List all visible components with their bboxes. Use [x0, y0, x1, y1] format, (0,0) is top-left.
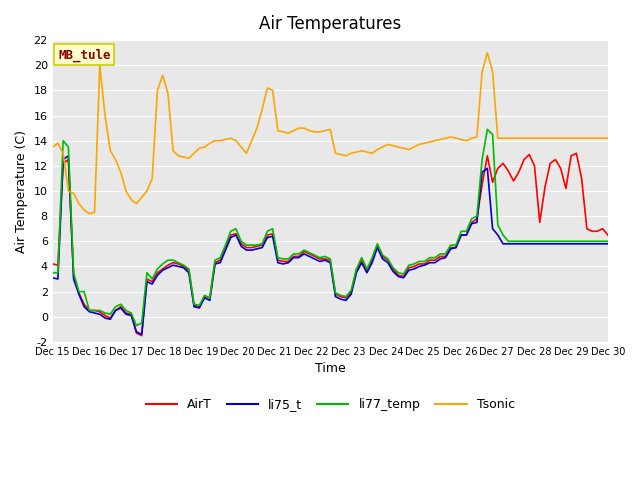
- AirT: [49, 261, 56, 267]
- Tsonic: [49, 144, 56, 150]
- AirT: [604, 232, 612, 238]
- Line: Tsonic: Tsonic: [52, 53, 608, 214]
- Line: li75_t: li75_t: [52, 156, 608, 335]
- AirT: [221, 245, 229, 251]
- AirT: [138, 333, 145, 338]
- Tsonic: [86, 211, 93, 216]
- li75_t: [478, 169, 486, 175]
- li75_t: [578, 241, 586, 247]
- AirT: [573, 150, 580, 156]
- Tsonic: [504, 135, 512, 141]
- Tsonic: [473, 134, 481, 140]
- li75_t: [452, 245, 460, 251]
- li75_t: [604, 241, 612, 247]
- li77_temp: [604, 239, 612, 244]
- li77_temp: [473, 213, 481, 219]
- li75_t: [504, 241, 512, 247]
- li77_temp: [552, 239, 559, 244]
- Tsonic: [578, 135, 586, 141]
- AirT: [499, 160, 507, 166]
- li77_temp: [49, 270, 56, 276]
- Legend: AirT, li75_t, li77_temp, Tsonic: AirT, li75_t, li77_temp, Tsonic: [141, 394, 520, 417]
- Line: AirT: AirT: [52, 153, 608, 336]
- li75_t: [552, 241, 559, 247]
- li77_temp: [221, 242, 229, 248]
- AirT: [547, 160, 554, 166]
- li75_t: [227, 235, 235, 240]
- Tsonic: [604, 135, 612, 141]
- Tsonic: [483, 50, 491, 56]
- Tsonic: [447, 134, 454, 140]
- Title: Air Temperatures: Air Temperatures: [259, 15, 401, 33]
- Text: MB_tule: MB_tule: [58, 48, 111, 61]
- Tsonic: [221, 137, 229, 143]
- AirT: [578, 176, 586, 181]
- Tsonic: [552, 135, 559, 141]
- li77_temp: [483, 127, 491, 132]
- Y-axis label: Air Temperature (C): Air Temperature (C): [15, 130, 28, 252]
- X-axis label: Time: Time: [315, 362, 346, 375]
- AirT: [447, 245, 454, 251]
- li77_temp: [132, 323, 140, 328]
- li77_temp: [504, 239, 512, 244]
- li75_t: [49, 275, 56, 281]
- li75_t: [65, 153, 72, 159]
- AirT: [473, 216, 481, 222]
- li77_temp: [447, 242, 454, 248]
- li75_t: [138, 332, 145, 337]
- Line: li77_temp: li77_temp: [52, 130, 608, 325]
- li77_temp: [578, 239, 586, 244]
